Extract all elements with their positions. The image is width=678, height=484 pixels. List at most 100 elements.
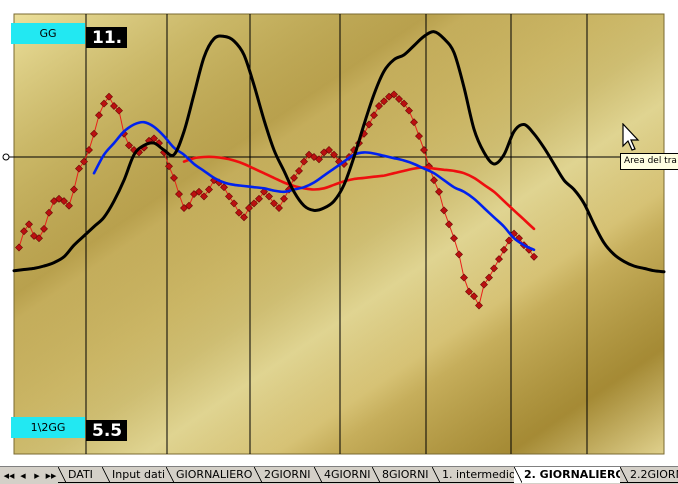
data-point-marker [230, 199, 238, 208]
series-layer [12, 30, 666, 310]
data-point-marker [85, 146, 93, 154]
data-point-marker [240, 213, 248, 222]
data-point-marker [255, 194, 263, 203]
series-line-blue [92, 120, 536, 252]
data-point-marker [165, 162, 173, 171]
data-point-marker [500, 245, 508, 254]
data-point-marker [375, 102, 383, 110]
data-point-marker [270, 199, 278, 208]
tab-1-intermedio[interactable]: 1. intermedio [432, 467, 518, 483]
data-point-marker [290, 173, 298, 182]
bottom-value: 5.5 [86, 420, 127, 441]
plot-background-texture [14, 14, 664, 454]
data-point-marker [485, 273, 493, 282]
data-point-marker [400, 99, 408, 108]
prev-sheet-icon[interactable]: ◀ [20, 471, 26, 480]
data-point-marker [490, 264, 498, 273]
data-point-marker [505, 236, 513, 245]
data-point-marker [450, 234, 458, 243]
tab-2giorni[interactable]: 2GIORNI [254, 467, 318, 483]
chart-area[interactable]: GG 11. 1\2GG 5.5 Area del tra [0, 0, 678, 466]
next-sheet-icon[interactable]: ▶ [34, 471, 40, 480]
data-point-marker [370, 111, 378, 120]
data-point-marker [405, 106, 413, 115]
chart-tooltip: Area del tra [620, 153, 678, 170]
data-point-marker [430, 176, 438, 185]
sheet-tab-bar: ◀◀ ◀ ▶ ▶▶ DATI Input dati GIORNALIERO 2G… [0, 466, 678, 484]
data-point-marker [260, 187, 268, 196]
data-point-marker [175, 190, 183, 199]
data-point-marker [60, 197, 68, 206]
data-point-marker [90, 129, 98, 138]
data-point-marker [440, 206, 448, 215]
data-point-marker [330, 150, 338, 159]
data-point-marker [250, 199, 258, 208]
data-point-marker [465, 287, 473, 296]
data-point-marker [530, 252, 538, 261]
plot-border [13, 13, 665, 455]
data-point-marker [20, 227, 28, 236]
data-point-marker [410, 118, 418, 127]
series-line-black [12, 30, 666, 274]
data-point-marker [125, 141, 133, 150]
data-point-marker [95, 111, 103, 120]
data-point-marker [445, 220, 453, 229]
data-point-marker [70, 185, 78, 194]
data-point-marker [265, 192, 273, 201]
data-point-marker [435, 187, 443, 196]
tab-input-dati[interactable]: Input dati [102, 467, 168, 483]
data-point-marker [275, 204, 283, 212]
data-point-marker [455, 250, 463, 259]
tab-4giorni[interactable]: 4GIORNI [314, 467, 376, 483]
series-line-red [182, 155, 536, 231]
data-point-marker [170, 173, 178, 182]
data-point-marker [495, 255, 503, 264]
data-point-marker [35, 234, 43, 243]
data-point-marker [420, 146, 428, 154]
data-point-marker [390, 90, 398, 99]
data-point-marker [45, 208, 53, 217]
data-point-marker [150, 134, 158, 143]
data-point-marker [15, 243, 23, 252]
data-point-marker [110, 102, 118, 110]
data-point-marker [65, 201, 73, 210]
data-point-marker [365, 120, 373, 129]
data-point-marker [25, 220, 33, 229]
top-label: GG [11, 23, 85, 44]
data-point-marker [115, 106, 123, 115]
data-point-marker [460, 273, 468, 282]
data-point-marker [295, 166, 303, 175]
data-point-marker [280, 194, 288, 203]
bottom-label: 1\2GG [11, 417, 85, 438]
chart-svg [2, 13, 666, 455]
top-value: 11. [86, 27, 127, 48]
last-sheet-icon[interactable]: ▶▶ [45, 471, 57, 480]
data-point-marker [220, 183, 228, 192]
data-point-marker [470, 292, 478, 301]
data-point-marker [200, 192, 208, 201]
data-point-marker [40, 224, 48, 233]
data-point-marker [315, 155, 323, 164]
data-point-marker [195, 187, 203, 196]
data-point-marker [325, 146, 333, 154]
data-point-marker [235, 208, 243, 217]
data-point-marker [205, 185, 213, 194]
data-point-marker [185, 201, 193, 210]
first-sheet-icon[interactable]: ◀◀ [3, 471, 15, 480]
data-point-marker [105, 92, 113, 101]
data-point-marker [480, 280, 488, 289]
tab-8giorni[interactable]: 8GIORNI [372, 467, 434, 483]
data-point-marker [225, 192, 233, 201]
axis-handle[interactable] [2, 153, 10, 161]
data-point-marker [395, 95, 403, 103]
tab-2-2giorni[interactable]: 2.2GIORNI [620, 467, 678, 483]
tab-dati[interactable]: DATI [58, 467, 106, 483]
data-point-marker [380, 97, 388, 106]
data-point-marker [475, 301, 483, 310]
mouse-cursor-icon [622, 123, 640, 151]
tab-giornaliero[interactable]: GIORNALIERO [166, 467, 256, 483]
data-point-marker [300, 157, 308, 166]
data-point-marker [245, 204, 253, 212]
data-point-marker [75, 164, 83, 173]
tab-2-giornaliero[interactable]: 2. GIORNALIERO [514, 467, 625, 483]
